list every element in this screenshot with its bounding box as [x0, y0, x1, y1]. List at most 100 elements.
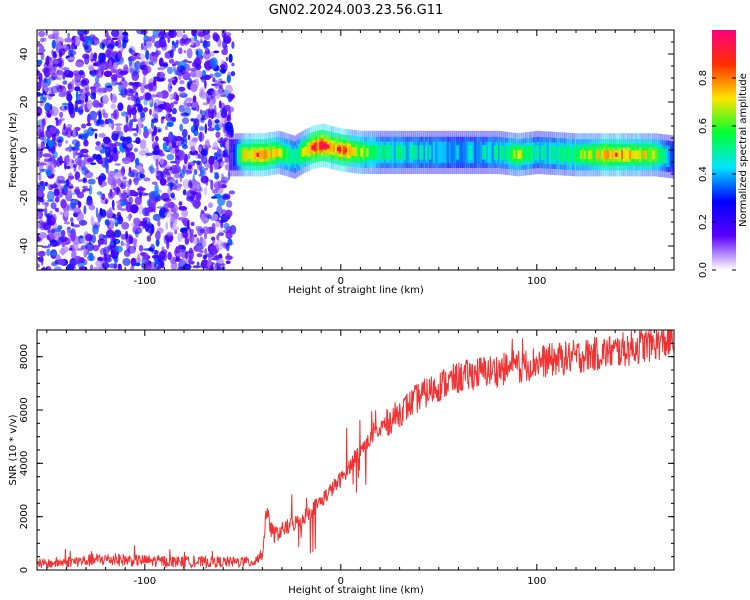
ridge-cell — [628, 150, 632, 160]
noise-blob — [85, 233, 93, 242]
noise-blob — [151, 250, 160, 254]
ridge-cell — [436, 141, 440, 164]
noise-blob — [173, 100, 179, 105]
x-tick-label: 100 — [527, 276, 546, 287]
noise-blob — [117, 178, 122, 186]
ridge-cell — [407, 141, 410, 164]
noise-blob — [179, 172, 183, 183]
noise-blob — [58, 258, 66, 266]
noise-blob — [43, 82, 49, 92]
colorbar-tick-label: 0.4 — [698, 166, 709, 182]
noise-blob — [61, 67, 70, 71]
ridge-cell — [264, 150, 267, 159]
noise-blob — [90, 216, 95, 227]
ridge-cell — [591, 147, 595, 162]
ridge-cell — [342, 145, 346, 155]
noise-blob — [65, 127, 73, 138]
noise-blob — [140, 112, 146, 122]
colorbar-tick-label: 0.2 — [698, 214, 709, 230]
noise-blob — [130, 204, 139, 214]
noise-blob — [185, 97, 194, 102]
noise-blob — [143, 35, 150, 43]
noise-blob — [125, 230, 128, 240]
noise-blob — [122, 31, 128, 36]
noise-blob — [220, 81, 226, 84]
ridge-cell — [558, 146, 561, 161]
noise-blob — [79, 94, 86, 101]
snr-x-ticks: -100 0 100 — [46, 330, 675, 587]
noise-blob — [48, 237, 54, 241]
ridge-cell — [497, 141, 500, 164]
noise-blob — [144, 261, 152, 270]
noise-blob — [114, 163, 121, 166]
noise-blob — [61, 105, 65, 110]
noise-blob — [74, 101, 79, 112]
ridge-cell — [672, 146, 674, 168]
ridge-cell — [291, 149, 295, 164]
noise-blob — [77, 179, 83, 182]
ridge-cell — [358, 145, 361, 160]
noise-blob — [101, 193, 106, 200]
noise-blob — [62, 80, 68, 85]
noise-blob — [60, 229, 66, 237]
ridge-cell — [648, 147, 651, 162]
ridge-cell — [552, 146, 555, 161]
noise-blob — [57, 119, 63, 124]
ridge-cell — [274, 148, 277, 158]
ridge-cell — [609, 150, 612, 160]
noise-blob — [169, 102, 174, 109]
noise-blob — [202, 254, 208, 260]
noise-blob — [158, 31, 167, 40]
noise-blob — [144, 223, 150, 232]
noise-blob — [58, 236, 68, 243]
ridge-cell — [258, 150, 261, 160]
noise-blob — [150, 267, 157, 270]
noise-blob — [135, 157, 140, 166]
noise-blob — [39, 162, 47, 166]
noise-blob — [63, 123, 66, 131]
noise-blob — [196, 183, 200, 191]
noise-blob — [44, 206, 48, 217]
noise-blob — [142, 75, 146, 86]
noise-blob — [82, 166, 86, 169]
ridge-cell — [536, 145, 540, 160]
noise-blob — [196, 160, 202, 164]
noise-blob — [177, 266, 185, 270]
noise-blob — [88, 184, 93, 196]
ridge-cell — [654, 147, 657, 162]
noise-blob — [68, 175, 75, 180]
noise-blob — [146, 235, 152, 242]
noise-blob — [104, 219, 110, 226]
noise-blob — [178, 91, 187, 95]
ridge-cell — [246, 150, 250, 160]
noise-blob — [134, 56, 142, 60]
ridge-cell — [458, 141, 461, 164]
noise-blob — [214, 181, 221, 191]
noise-blob — [41, 122, 45, 132]
noise-blob — [136, 253, 141, 262]
ridge-cell — [444, 141, 448, 164]
noise-blob — [51, 250, 57, 257]
noise-blob — [156, 165, 159, 175]
ridge-cell — [578, 147, 581, 162]
noise-blob — [51, 261, 58, 267]
noise-blob — [38, 72, 43, 83]
noise-blob — [188, 249, 195, 260]
noise-blob — [83, 249, 88, 258]
noise-blob — [94, 145, 103, 151]
noise-blob — [211, 156, 215, 162]
x-tick-label: -100 — [133, 576, 156, 587]
noise-blob — [215, 154, 223, 163]
ridge-cell — [562, 146, 565, 162]
ridge-cell — [360, 148, 363, 157]
noise-blob — [37, 222, 41, 229]
noise-blob — [209, 245, 217, 254]
noise-blob — [220, 102, 226, 111]
noise-blob — [94, 40, 101, 45]
y-tick-label: 0 — [19, 147, 30, 153]
noise-blob — [225, 260, 231, 265]
noise-blob — [176, 252, 183, 257]
noise-blob — [122, 176, 127, 180]
noise-blob — [208, 202, 213, 209]
ridge-cell — [276, 148, 279, 157]
